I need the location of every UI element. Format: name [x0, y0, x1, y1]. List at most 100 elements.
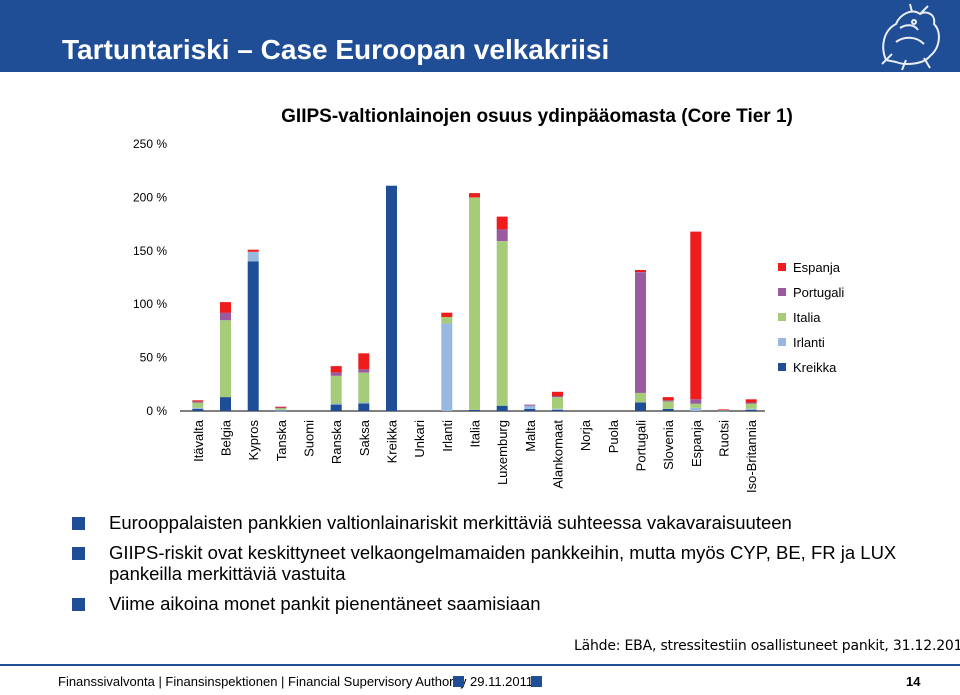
bar-chart: GIIPS-valtionlainojen osuus ydinpääomast… [133, 106, 844, 493]
bullet-text: GIIPS-riskit ovat keskittyneet velkaonge… [109, 542, 897, 584]
legend-label: Espanja [793, 260, 841, 275]
bar-segment [192, 408, 204, 411]
bullet-marker [72, 517, 85, 530]
bar-segment [524, 404, 536, 406]
x-tick-label: Saksa [357, 419, 372, 456]
bar-segment [220, 312, 231, 321]
bar-segment [358, 369, 370, 373]
bar-segment [192, 407, 204, 409]
bar-segment [718, 409, 729, 411]
legend-swatch [778, 263, 786, 271]
bar-segment [552, 409, 563, 411]
bar-segment [662, 408, 674, 411]
bar-segment [552, 391, 563, 397]
bar-segment [441, 312, 453, 317]
bar-segment [358, 372, 370, 403]
bar-segment [690, 407, 702, 411]
x-tick-label: Espanja [689, 419, 704, 467]
bar-segment [469, 193, 480, 198]
bar-segment [718, 409, 729, 411]
bar-segment [718, 410, 729, 412]
bar-segment [275, 406, 287, 408]
x-tick-label: Kypros [246, 420, 261, 461]
bar-segment [552, 397, 563, 409]
bar-segment [635, 272, 646, 393]
footer-divider [0, 664, 960, 666]
x-tick-label: Alankomaat [551, 420, 566, 489]
bar-segment [275, 407, 287, 410]
bar-segment [358, 353, 370, 370]
bar-segment [441, 317, 453, 324]
bar-segment [469, 197, 480, 410]
legend-label: Italia [793, 310, 821, 325]
legend-swatch [778, 288, 786, 296]
y-tick-label: 0 % [146, 404, 167, 418]
bar-segment [275, 410, 287, 412]
y-tick-label: 100 % [133, 297, 167, 311]
x-tick-label: Irlanti [440, 420, 455, 452]
bar-segment [330, 403, 342, 405]
bar-segment [469, 409, 480, 411]
y-tick-label: 200 % [133, 190, 167, 204]
bar-segment [247, 251, 259, 262]
source-note: Lähde: EBA, stressitestiin osallistuneet… [574, 638, 960, 654]
bar-segment [662, 400, 674, 402]
bar-segment [635, 270, 646, 273]
bar-segment [496, 229, 508, 242]
bar-segment [496, 241, 508, 406]
bar-segment [662, 397, 674, 401]
chart-title: GIIPS-valtionlainojen osuus ydinpääomast… [281, 106, 793, 127]
page-number: 14 [906, 674, 921, 689]
bar-segment [358, 403, 370, 411]
bar-segment [496, 405, 508, 411]
bar-segment [745, 403, 757, 409]
bar-segment [192, 402, 204, 408]
bar-segment [552, 408, 563, 410]
bar-segment [220, 302, 231, 313]
y-tick-label: 150 % [133, 244, 167, 258]
footer-organization: Finanssivalvonta | Finansinspektionen | … [58, 674, 467, 689]
x-tick-label: Unkari [412, 420, 427, 458]
x-tick-label: Ranska [329, 419, 344, 464]
bullet-marker [72, 598, 85, 611]
bar-segment [275, 409, 287, 411]
x-tick-label: Norja [578, 419, 593, 451]
bar-segment [690, 403, 702, 408]
y-tick-label: 250 % [133, 137, 167, 151]
footer-square-icon [453, 676, 464, 687]
bar-segment [496, 216, 508, 230]
legend-swatch [778, 313, 786, 321]
bar-segment [524, 405, 536, 409]
bar-segment [690, 399, 702, 404]
x-tick-label: Luxemburg [495, 420, 510, 485]
bar-segment [745, 402, 757, 404]
bar-segment [745, 399, 757, 403]
bar-segment [662, 401, 674, 409]
x-tick-label: Portugali [634, 420, 649, 471]
x-tick-label: Tanska [274, 419, 289, 461]
legend-swatch [778, 363, 786, 371]
bar-segment [524, 408, 536, 411]
x-tick-label: Italia [468, 419, 483, 447]
footer-square-icon [531, 676, 542, 687]
bar-segment [192, 401, 204, 403]
bar-segment [192, 400, 204, 402]
x-tick-label: Malta [523, 419, 538, 452]
legend-label: Irlanti [793, 335, 825, 350]
bar-segment [330, 375, 342, 404]
legend-label: Kreikka [793, 360, 837, 375]
bar-segment [552, 396, 563, 398]
legend-swatch [778, 338, 786, 346]
bar-segment [745, 409, 757, 411]
lion-crest-icon [881, 3, 940, 71]
slide-title: Tartuntariski – Case Euroopan velkakriis… [62, 34, 610, 65]
x-tick-label: Suomi [302, 420, 317, 457]
bar-segment [220, 397, 231, 411]
bar-segment [690, 231, 702, 400]
legend-label: Portugali [793, 285, 844, 300]
bar-segment [358, 402, 370, 404]
bar-segment [441, 323, 453, 411]
header-bar: Tartuntariski – Case Euroopan velkakriis… [0, 0, 960, 72]
bar-segment [745, 408, 757, 410]
bar-segment [247, 249, 259, 252]
